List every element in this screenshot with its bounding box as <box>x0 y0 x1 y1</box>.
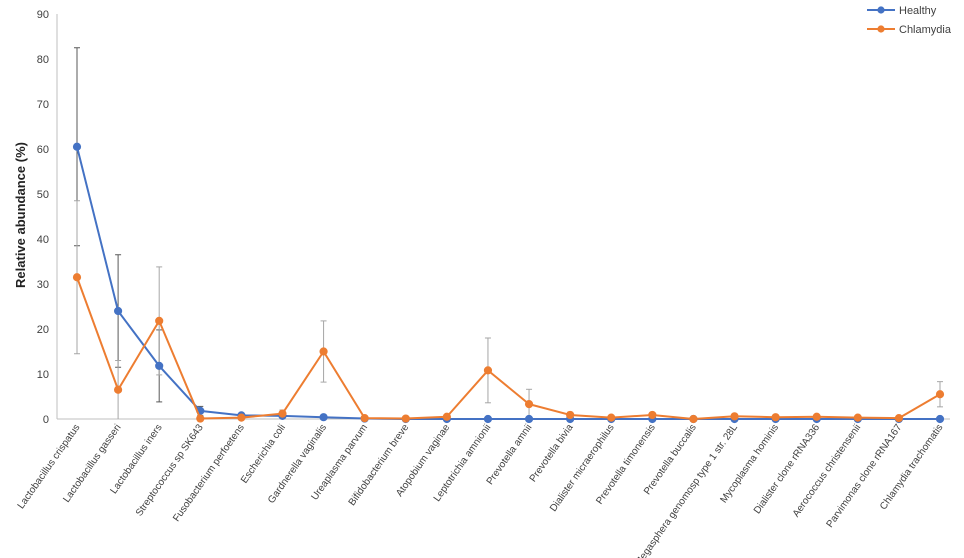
point-chlamydia <box>935 390 945 399</box>
series-line-chlamydia <box>76 276 941 420</box>
y-tick-label: 50 <box>37 189 49 201</box>
point-chlamydia <box>237 413 246 422</box>
point-chlamydia <box>483 366 493 375</box>
series <box>72 142 945 424</box>
y-axis-title: Relative abundance (%) <box>13 142 28 288</box>
y-tick-label: 40 <box>37 234 49 246</box>
x-category-label: Aerococcus christensenii <box>791 422 863 519</box>
y-tick-label: 90 <box>37 9 49 21</box>
point-healthy <box>155 361 164 370</box>
point-chlamydia <box>360 414 369 423</box>
y-tick-label: 20 <box>37 324 49 336</box>
point-chlamydia <box>155 316 164 325</box>
y-tick-label: 0 <box>43 414 49 426</box>
series-line-healthy <box>76 146 940 420</box>
point-chlamydia <box>319 347 328 356</box>
point-chlamydia <box>607 413 616 422</box>
y-tick-label: 70 <box>37 99 49 111</box>
point-chlamydia <box>278 409 287 418</box>
legend-label-healthy: Healthy <box>899 5 937 17</box>
y-tick-label: 30 <box>37 279 49 291</box>
point-chlamydia <box>812 412 821 421</box>
point-chlamydia <box>689 414 698 424</box>
legend-marker-chlamydia <box>877 25 885 33</box>
y-tick-label: 10 <box>37 369 49 381</box>
point-healthy <box>524 414 534 424</box>
point-chlamydia <box>771 413 780 422</box>
point-chlamydia <box>730 412 739 421</box>
point-healthy <box>935 414 945 424</box>
point-chlamydia <box>853 413 862 422</box>
x-category-label: Fusobacterium perfoetens <box>171 422 247 523</box>
point-chlamydia <box>196 414 205 423</box>
y-tick-label: 80 <box>37 54 49 66</box>
legend-marker-healthy <box>877 6 885 14</box>
point-healthy <box>483 414 493 424</box>
point-healthy <box>72 142 82 151</box>
legend: Healthy Chlamydia <box>867 5 952 36</box>
point-healthy <box>319 413 328 422</box>
point-chlamydia <box>401 414 410 423</box>
point-chlamydia <box>566 410 575 420</box>
point-chlamydia <box>648 410 657 420</box>
point-chlamydia <box>894 414 904 423</box>
y-tick-label: 60 <box>37 144 49 156</box>
y-axis: 0 10 20 30 40 50 60 70 80 90 <box>37 9 58 426</box>
point-chlamydia <box>442 412 451 421</box>
legend-label-chlamydia: Chlamydia <box>899 24 952 36</box>
point-chlamydia <box>72 273 82 282</box>
point-healthy <box>113 306 123 316</box>
x-category-label: Parvimonas clone rRNA167 <box>825 422 905 530</box>
point-chlamydia <box>113 385 123 394</box>
error-bars <box>74 47 943 420</box>
point-chlamydia <box>524 400 534 409</box>
x-category-label: Prevotella bivia <box>528 422 576 484</box>
x-category-label: Escherichia coli <box>239 422 288 485</box>
